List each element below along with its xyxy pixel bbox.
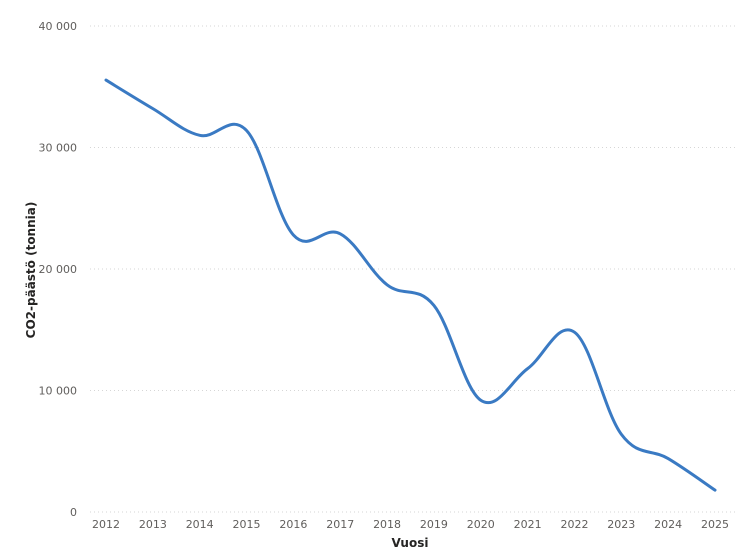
y-tick-label: 40 000 (39, 20, 78, 33)
x-tick-label: 2019 (420, 518, 448, 531)
x-tick-label: 2013 (139, 518, 167, 531)
y-tick-label: 20 000 (39, 263, 78, 276)
x-axis-title: Vuosi (392, 536, 429, 550)
x-tick-label: 2015 (233, 518, 261, 531)
x-tick-label: 2024 (654, 518, 682, 531)
y-tick-label: 10 000 (39, 385, 78, 398)
y-gridlines (90, 25, 735, 513)
y-tick-label: 30 000 (39, 142, 78, 155)
x-axis-ticks: 2012 2013 2014 2015 2016 2017 2018 2019 2020 2021… (92, 518, 729, 531)
x-tick-label: 2018 (373, 518, 401, 531)
x-tick-label: 2014 (186, 518, 214, 531)
x-tick-label: 2025 (701, 518, 729, 531)
x-tick-label: 2017 (326, 518, 354, 531)
x-tick-label: 2020 (467, 518, 495, 531)
y-axis-title: CO2-päästö (tonnia) (24, 202, 38, 339)
x-tick-label: 2023 (607, 518, 635, 531)
x-tick-label: 2012 (92, 518, 120, 531)
series-line[interactable] (104, 78, 717, 492)
x-tick-label: 2022 (560, 518, 588, 531)
y-tick-label: 0 (70, 506, 77, 519)
y-axis-ticks: 0 10 000 20 000 30 000 40 000 (39, 20, 78, 519)
x-tick-label: 2016 (279, 518, 307, 531)
x-tick-label: 2021 (514, 518, 542, 531)
